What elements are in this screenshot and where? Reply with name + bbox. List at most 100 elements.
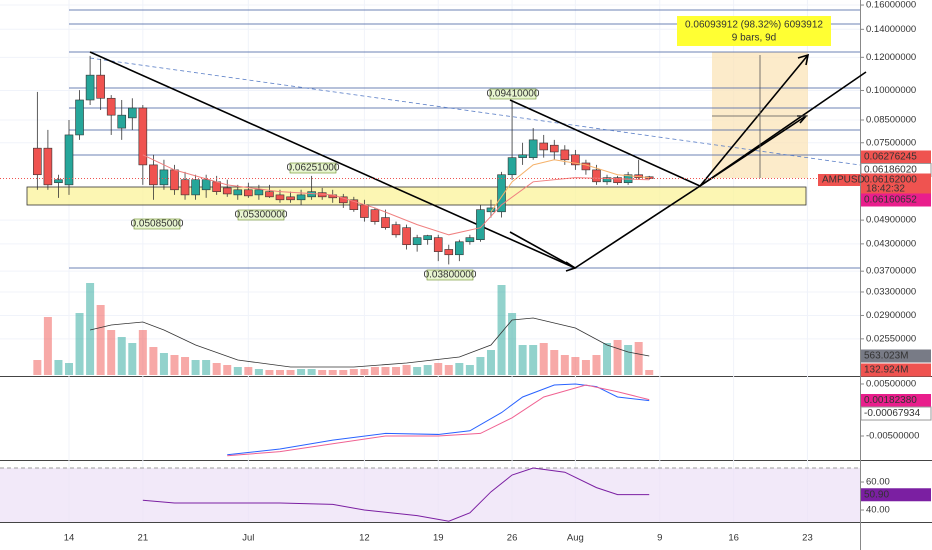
x-tick-label: 26 [507, 533, 518, 544]
y-tick-label: 0.07500000 [866, 137, 916, 148]
candle-body [518, 154, 527, 158]
indicator-line [227, 383, 650, 456]
candle-body [106, 97, 116, 116]
value-tag [860, 406, 932, 421]
volume-bar [191, 360, 200, 375]
volume-bar [54, 360, 63, 375]
candle-body [381, 217, 390, 229]
x-tick-label: 16 [728, 533, 739, 544]
candle-body [64, 134, 74, 186]
candle-body [96, 74, 105, 99]
value-tag [861, 193, 931, 207]
candle-body [159, 169, 169, 186]
moving-average [142, 154, 650, 236]
countdown: 18:42:32 [866, 184, 905, 195]
volume-bar [434, 363, 443, 375]
volume-bar [444, 365, 453, 375]
volume-bar [349, 369, 358, 375]
candle-body [127, 107, 137, 119]
volume-bar [571, 357, 580, 375]
value-tag-label: 0.06186020 [864, 165, 917, 176]
indicator-line [227, 384, 650, 457]
volume-bar [275, 370, 284, 375]
candle-body [360, 204, 369, 218]
measure-label-bg [677, 16, 831, 46]
candle-body [412, 237, 422, 246]
callout: 0.09410000 [487, 89, 540, 100]
callout: 0.03800000 [424, 270, 477, 281]
y-tick-label: 0.00500000 [866, 378, 916, 389]
volume-bar [645, 370, 654, 375]
candle-body [265, 191, 274, 198]
volume-bar [86, 283, 95, 375]
candle-body [275, 194, 285, 201]
volume-bar [96, 305, 105, 375]
volume-bar [381, 367, 390, 375]
y-tick-label: 0.08500000 [866, 115, 916, 126]
y-tick-label: 0.04300000 [866, 238, 916, 249]
candle-body [455, 241, 464, 256]
volume-bar [370, 367, 379, 375]
y-tick-label: 0.03700000 [866, 266, 916, 277]
volume-bar [33, 360, 42, 375]
candle-body [549, 144, 559, 153]
candle-body [170, 169, 179, 191]
volume-bar [392, 367, 401, 375]
candle-body [602, 177, 612, 183]
candle-body [43, 147, 53, 186]
volume-bar [117, 337, 126, 375]
volume-bar [624, 345, 633, 375]
candle-body [370, 209, 380, 222]
callout: 0.05085000 [131, 219, 184, 230]
y-tick-label: 0.02550000 [866, 333, 916, 344]
value-tag-label: 50.90 [864, 489, 889, 500]
volume-bar [518, 345, 527, 375]
callout-bg [489, 88, 537, 100]
value-tag-label: 563.023M [864, 351, 908, 362]
candle-body [528, 139, 538, 158]
drawings [26, 9, 867, 272]
value-tag-label: -0.00067934 [864, 408, 921, 419]
x-tick-label: 9 [657, 533, 662, 544]
callout: 0.06251000 [287, 163, 340, 174]
volume-bar [402, 365, 411, 375]
volume-bar [455, 363, 464, 375]
x-tick-label: 23 [802, 533, 813, 544]
candle-body [402, 227, 411, 246]
volume-bar [339, 370, 348, 375]
candle-body [539, 142, 549, 151]
measure-label: 0.06093912 (98.32%) 6093912 [685, 20, 823, 31]
volume-bar [64, 363, 73, 375]
levels [69, 9, 860, 269]
candle-body [560, 149, 570, 161]
volume-bar [233, 367, 242, 375]
symbol-bg [818, 174, 860, 186]
volume-bar [75, 313, 84, 375]
value-tag [861, 488, 931, 502]
symbol-label: AMPUSD [822, 175, 865, 186]
volume-bar [497, 285, 506, 375]
value-tag [861, 349, 931, 363]
candle-body [85, 74, 95, 101]
candle-body [222, 187, 232, 195]
value-tag-label: 0.00182380 [864, 395, 917, 406]
value-tag-label: 0.06160652 [864, 195, 917, 206]
volume-bar [202, 360, 211, 375]
callout-bg [426, 269, 474, 281]
volume-bar [181, 357, 190, 375]
candle-body [497, 174, 506, 213]
volume-bar [539, 343, 548, 375]
volume-bar [360, 369, 369, 375]
value-tag [861, 394, 931, 408]
support-zone [26, 186, 807, 206]
value-tag [861, 173, 931, 187]
volume-bar [254, 369, 263, 375]
volume-bar [465, 365, 474, 375]
value-tag [861, 363, 931, 377]
volume-bar [43, 317, 52, 375]
x-tick-label: 12 [359, 533, 370, 544]
volume-bar [297, 369, 306, 375]
candle-body [465, 237, 475, 243]
candle-body [244, 189, 253, 197]
callout: 0.05300000 [235, 210, 288, 221]
